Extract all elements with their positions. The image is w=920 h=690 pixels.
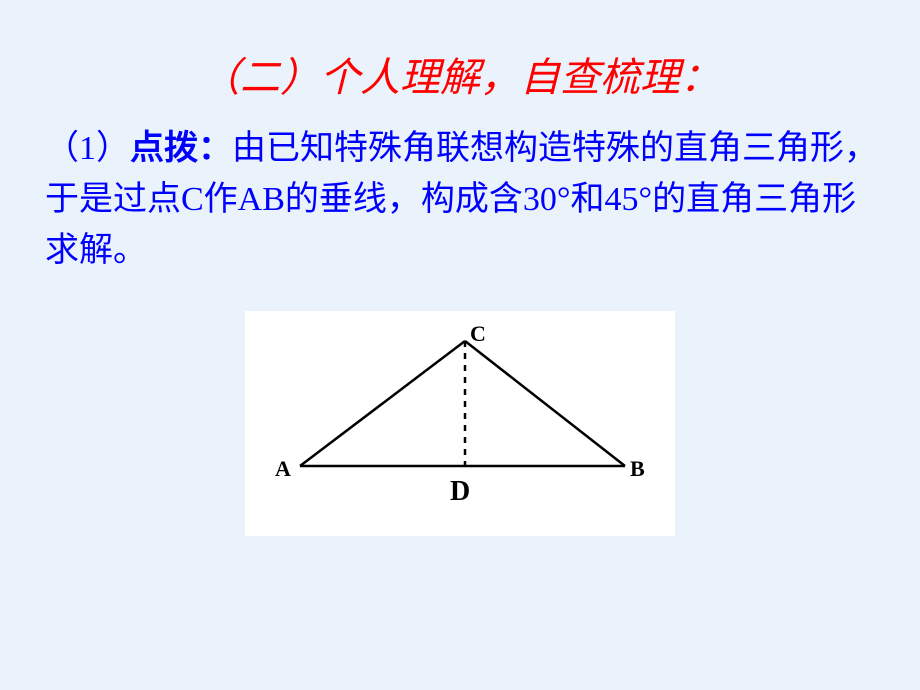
title-text: （二）个人理解，自查梳理： — [200, 55, 720, 100]
body-paragraph: （1）点拨：由已知特殊角联想构造特殊的直角三角形，于是过点C作AB的垂线，构成含… — [0, 103, 920, 276]
section-title: （二）个人理解，自查梳理： — [0, 0, 920, 103]
point-label: 点拨： — [130, 130, 232, 167]
item-prefix: （1） — [45, 130, 130, 167]
triangle-diagram: A B C D — [245, 311, 675, 536]
vertex-label-b: B — [630, 456, 645, 482]
vertex-label-c: C — [470, 321, 486, 347]
vertex-label-d: D — [450, 476, 470, 508]
vertex-label-a: A — [275, 456, 291, 482]
